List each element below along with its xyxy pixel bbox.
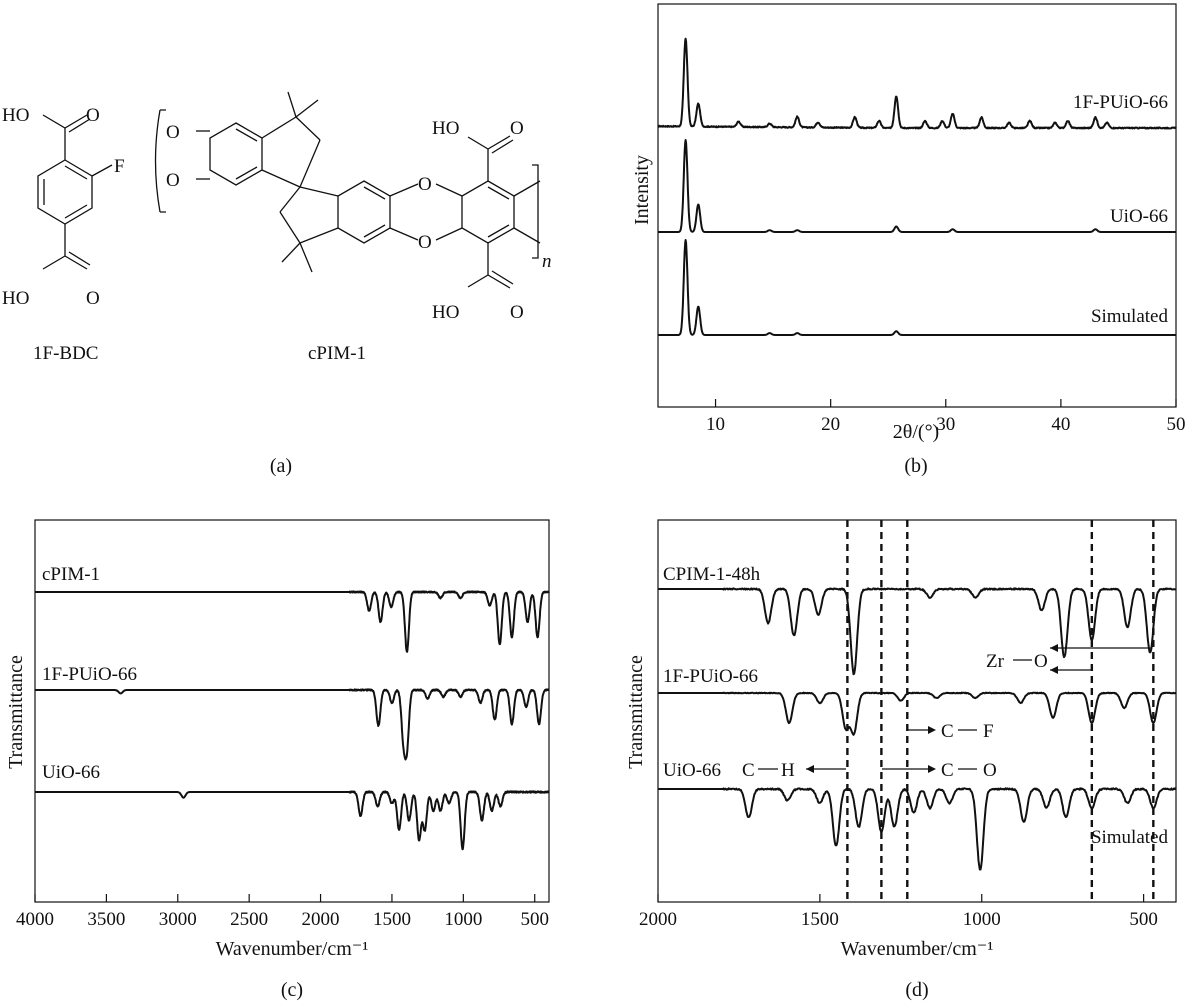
annotation-c-o: C O — [882, 760, 997, 781]
y-axis-label: Intensity — [631, 155, 653, 225]
series-label: CPIM-1-48h — [663, 564, 761, 585]
x-tick-label: 500 — [1129, 909, 1158, 930]
annotation-c-f: C F — [908, 721, 994, 742]
x-tick-label: 2000 — [302, 909, 340, 930]
panel-caption: (d) — [905, 979, 928, 1001]
x-tick-label: 1000 — [444, 909, 482, 930]
series-group — [34, 590, 550, 851]
panel-caption: (a) — [270, 455, 292, 477]
annotation-text: O — [983, 760, 997, 781]
panel-b: 10 20 30 40 50 1F-PUiO-66 UiO-66 Simulated 2θ/… — [631, 3, 1186, 477]
series-line — [34, 688, 550, 761]
legend-labels: CPIM-1-48h 1F-PUiO-66 UiO-66 Simulated — [663, 564, 1168, 848]
y-axis-label: Transmittance — [5, 655, 27, 769]
x-axis: 2000 1500 1000 500 — [639, 894, 1158, 930]
atom-label: O — [166, 170, 180, 191]
atom-label: HO — [2, 288, 29, 309]
annotation-text: C — [941, 760, 954, 781]
series-line — [657, 37, 1177, 130]
atom-label: HO — [432, 302, 459, 323]
plot-frame — [34, 519, 550, 903]
atom-label: F — [114, 156, 125, 177]
series-label: UiO-66 — [663, 760, 721, 781]
series-line — [657, 239, 1177, 336]
annotation-text: H — [781, 760, 795, 781]
x-tick-label: 40 — [1051, 414, 1070, 435]
x-axis-label: Wavenumber/cm⁻¹ — [216, 938, 369, 960]
series-label: 1F-PUiO-66 — [1073, 92, 1168, 113]
x-tick-label: 1000 — [963, 909, 1001, 930]
annotation-zr-o: Zr O — [986, 644, 1152, 674]
atom-label: O — [86, 105, 100, 126]
molecule-name: cPIM-1 — [308, 343, 366, 364]
series-line — [657, 587, 1177, 676]
x-tick-label: 50 — [1167, 414, 1186, 435]
atom-label: O — [510, 302, 524, 323]
x-axis: 4000 3500 3000 2500 2000 1500 1000 500 — [16, 894, 549, 930]
series-label: Simulated — [1091, 306, 1169, 327]
reference-lines — [846, 520, 1155, 902]
series-group — [657, 587, 1177, 871]
annotation-text: Zr — [986, 651, 1005, 672]
series-line — [657, 139, 1177, 233]
series-line — [657, 691, 1177, 736]
series-group — [657, 37, 1177, 336]
atom-label: O — [86, 288, 100, 309]
annotation-c-h: C H — [742, 760, 846, 781]
molecule-1f-bdc: HO O F HO O 1F-BDC — [2, 105, 125, 364]
series-label: UiO-66 — [42, 762, 100, 783]
atom-label: O — [166, 122, 180, 143]
panel-caption: (b) — [904, 455, 927, 477]
panel-c: 4000 3500 3000 2500 2000 1500 1000 500 cPIM-1 1F… — [5, 519, 550, 1001]
molecule-cpim-1: O O O O HO O HO O n cPIM-1 — [154, 91, 552, 364]
panel-d: 2000 1500 1000 500 CPIM-1-48h 1F-PUiO-66 UiO-… — [625, 519, 1177, 1001]
x-tick-label: 1500 — [801, 909, 839, 930]
x-tick-label: 2000 — [639, 909, 677, 930]
series-line — [34, 790, 550, 851]
x-tick-label: 500 — [520, 909, 549, 930]
x-axis: 10 20 30 40 50 — [706, 399, 1186, 435]
atom-label: O — [418, 232, 432, 253]
series-line — [657, 787, 1177, 871]
x-tick-label: 10 — [706, 414, 725, 435]
series-label: Simulated — [1091, 827, 1169, 848]
subscript-n: n — [542, 251, 552, 272]
series-label: 1F-PUiO-66 — [663, 666, 758, 687]
x-tick-label: 4000 — [16, 909, 54, 930]
x-tick-label: 30 — [936, 414, 955, 435]
panel-a: HO O F HO O 1F-BDC — [2, 91, 552, 477]
series-label: UiO-66 — [1110, 206, 1168, 227]
atom-label: HO — [2, 105, 29, 126]
legend-labels: cPIM-1 1F-PUiO-66 UiO-66 — [42, 564, 137, 783]
x-tick-label: 2500 — [230, 909, 268, 930]
plot-frame — [657, 3, 1177, 408]
x-tick-label: 3500 — [87, 909, 125, 930]
series-label: cPIM-1 — [42, 564, 100, 585]
y-axis-label: Transmittance — [625, 655, 647, 769]
atom-label: O — [418, 174, 432, 195]
x-axis-label: 2θ/(°) — [893, 421, 939, 443]
x-tick-label: 3000 — [159, 909, 197, 930]
atom-label: HO — [432, 118, 459, 139]
panel-caption: (c) — [281, 979, 303, 1001]
annotation-text: F — [983, 721, 994, 742]
legend-labels: 1F-PUiO-66 UiO-66 Simulated — [1073, 92, 1169, 327]
x-tick-label: 1500 — [373, 909, 411, 930]
annotation-text: C — [941, 721, 954, 742]
annotation-text: C — [742, 760, 755, 781]
annotation-text: O — [1034, 651, 1048, 672]
x-axis-label: Wavenumber/cm⁻¹ — [841, 938, 994, 960]
atom-label: O — [510, 118, 524, 139]
x-tick-label: 20 — [821, 414, 840, 435]
series-label: 1F-PUiO-66 — [42, 664, 137, 685]
series-line — [34, 590, 550, 653]
molecule-name: 1F-BDC — [33, 343, 98, 364]
plot-frame — [657, 519, 1177, 903]
